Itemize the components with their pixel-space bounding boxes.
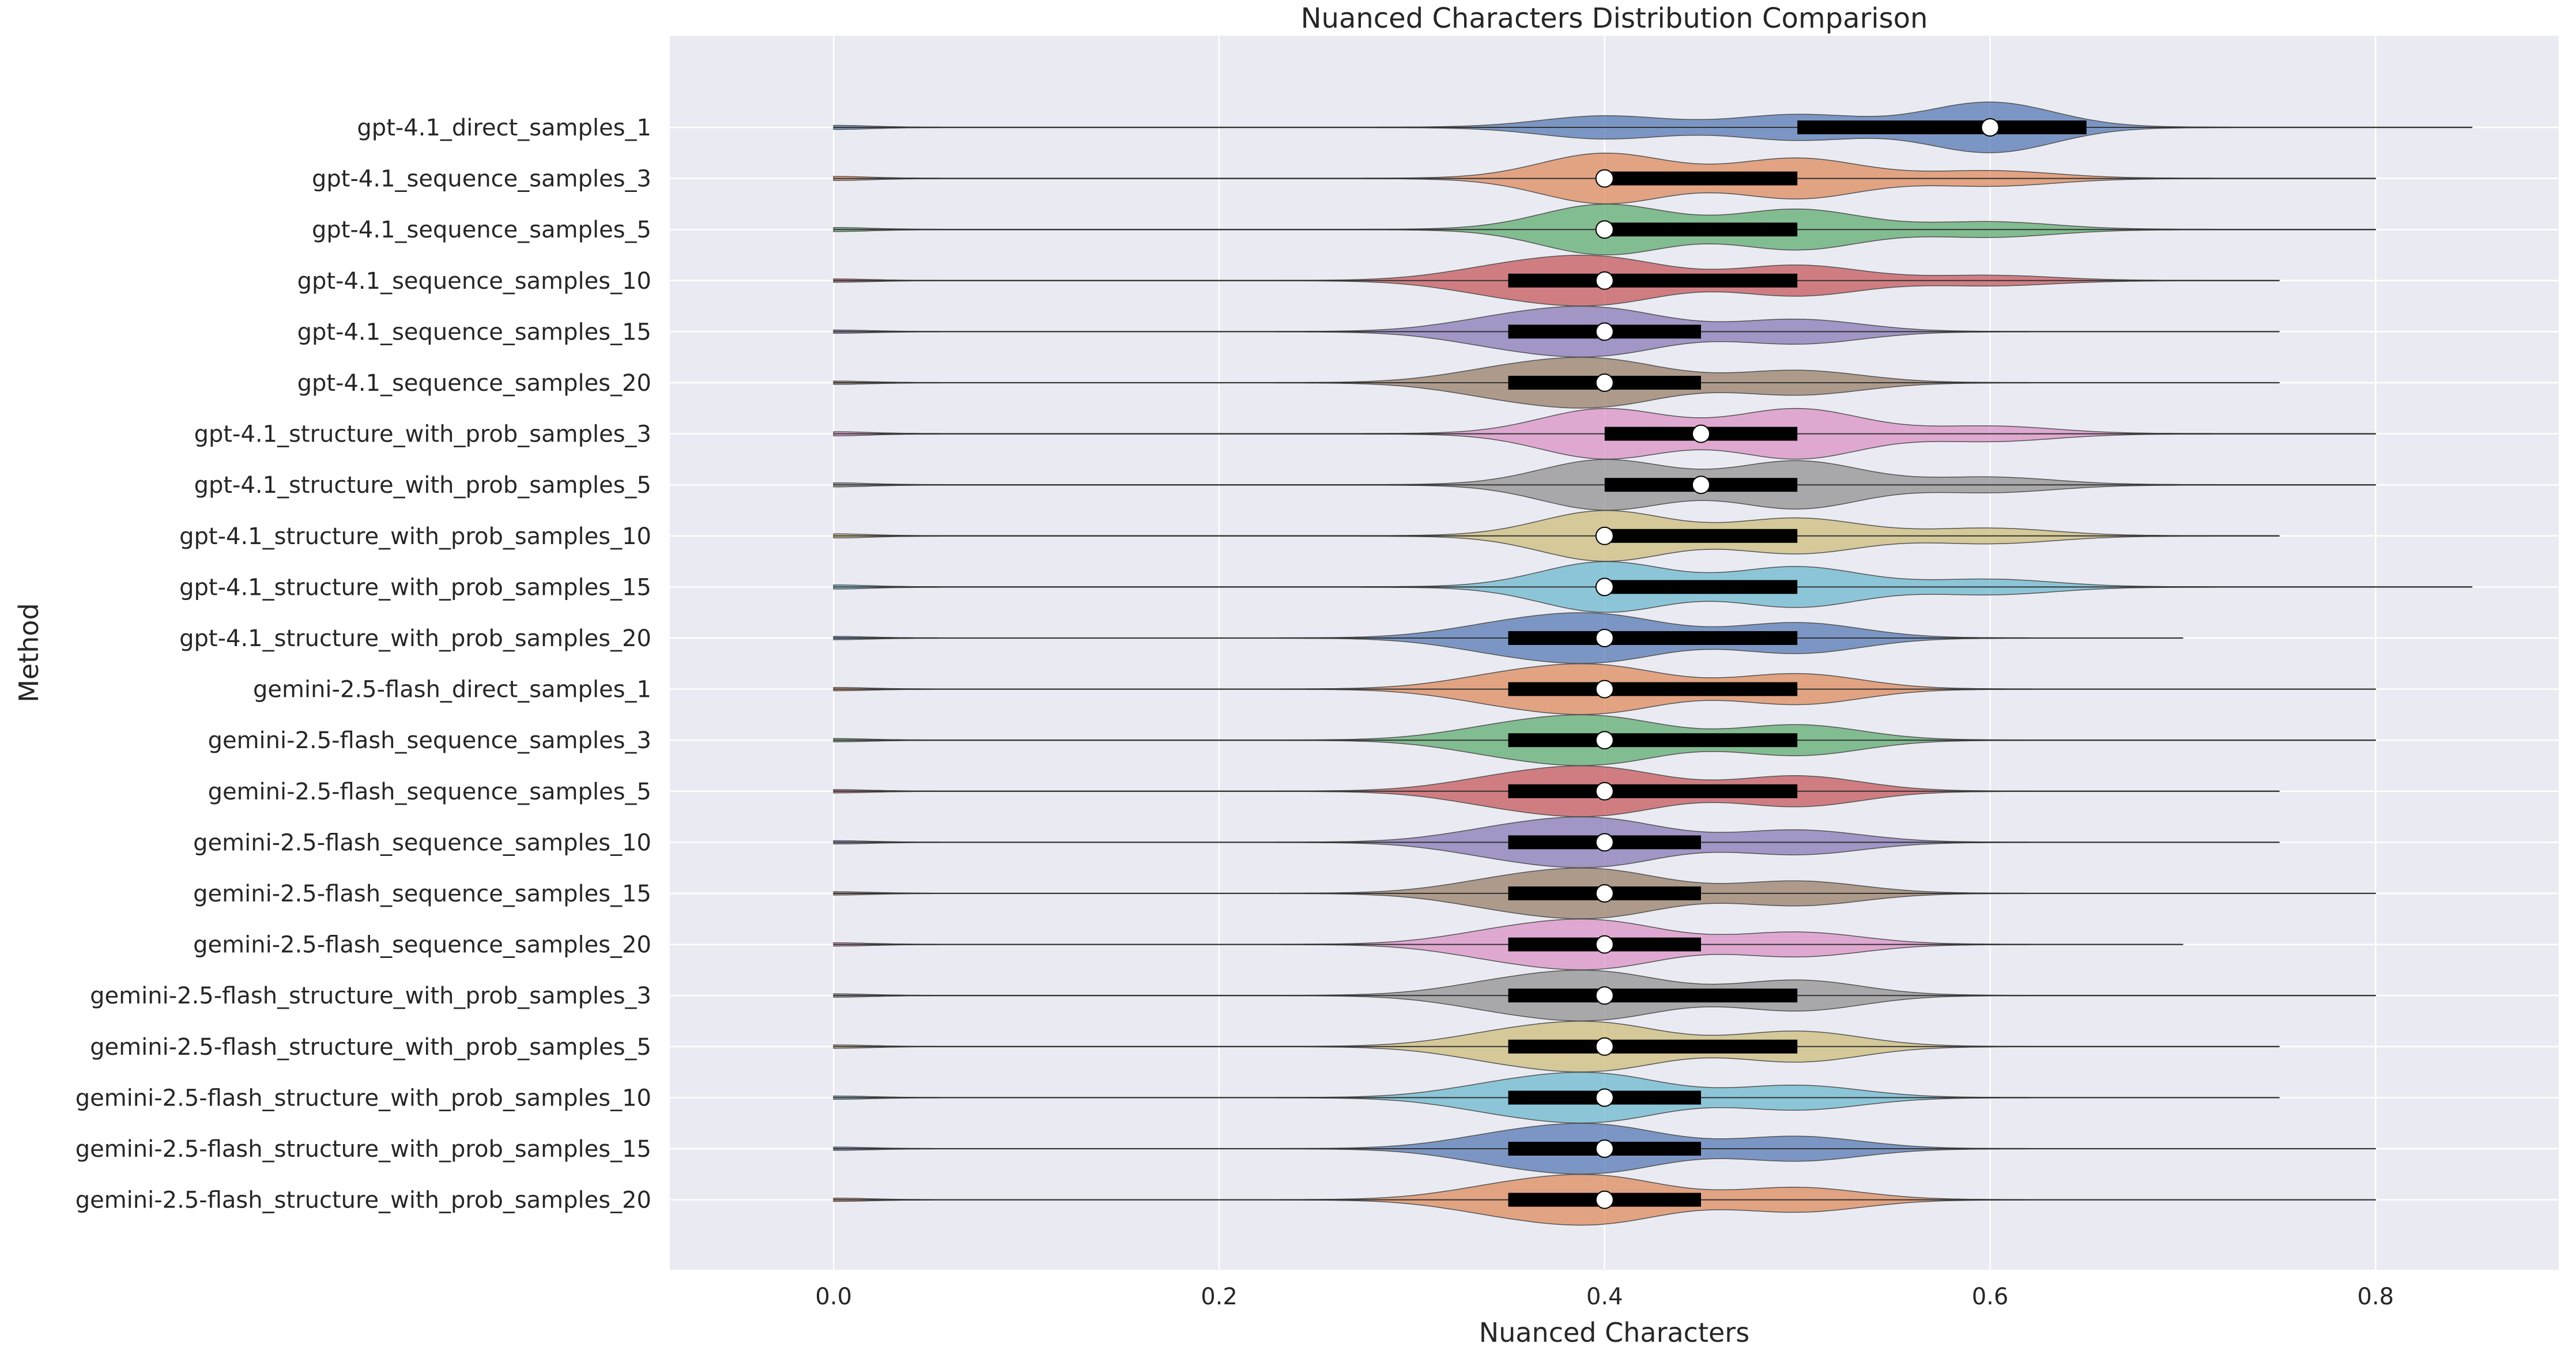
y-tick-label: gpt-4.1_structure_with_prob_samples_10 bbox=[179, 523, 651, 550]
y-tick-label: gpt-4.1_sequence_samples_20 bbox=[297, 370, 651, 397]
median-marker bbox=[1595, 1088, 1614, 1107]
y-tick-label: gemini-2.5-flash_sequence_samples_15 bbox=[193, 881, 651, 907]
x-tick-label: 0.4 bbox=[1586, 1284, 1623, 1310]
median-marker bbox=[1595, 680, 1614, 699]
x-tick-label: 0.0 bbox=[815, 1284, 852, 1310]
median-marker bbox=[1595, 884, 1614, 903]
x-tick-label: 0.6 bbox=[1972, 1284, 2009, 1310]
y-tick-label: gemini-2.5-flash_sequence_samples_20 bbox=[193, 932, 651, 959]
median-marker bbox=[1981, 118, 2000, 137]
y-tick-labels: gpt-4.1_direct_samples_1 gpt-4.1_sequence… bbox=[76, 115, 651, 1214]
y-tick-label: gpt-4.1_structure_with_prob_samples_5 bbox=[194, 472, 651, 499]
median-marker bbox=[1595, 1190, 1614, 1209]
y-tick-label: gpt-4.1_structure_with_prob_samples_15 bbox=[179, 574, 651, 601]
x-tick-label: 0.2 bbox=[1201, 1284, 1238, 1310]
x-tick-label: 0.8 bbox=[2358, 1284, 2394, 1310]
median-marker bbox=[1691, 424, 1710, 443]
x-tick-labels: 0.0 0.2 0.4 0.6 0.8 bbox=[815, 1284, 2394, 1310]
iqr-box bbox=[1508, 631, 1798, 645]
iqr-box bbox=[1604, 580, 1798, 594]
iqr-box bbox=[1508, 682, 1798, 696]
y-tick-label: gpt-4.1_structure_with_prob_samples_3 bbox=[194, 421, 651, 448]
median-marker bbox=[1595, 782, 1614, 801]
y-tick-label: gemini-2.5-flash_structure_with_prob_sam… bbox=[90, 983, 651, 1009]
y-tick-label: gemini-2.5-flash_direct_samples_1 bbox=[253, 677, 651, 703]
median-marker bbox=[1595, 731, 1614, 750]
iqr-box bbox=[1604, 529, 1798, 543]
y-tick-label: gemini-2.5-flash_structure_with_prob_sam… bbox=[90, 1034, 651, 1061]
y-tick-label: gpt-4.1_sequence_samples_15 bbox=[297, 319, 651, 345]
y-tick-label: gpt-4.1_sequence_samples_3 bbox=[312, 166, 651, 193]
iqr-box bbox=[1508, 733, 1798, 748]
y-tick-label: gpt-4.1_direct_samples_1 bbox=[357, 115, 651, 141]
median-marker bbox=[1595, 578, 1614, 597]
iqr-box bbox=[1797, 120, 2087, 134]
violins bbox=[833, 101, 2473, 1226]
iqr-box bbox=[1604, 222, 1798, 237]
median-marker bbox=[1595, 322, 1614, 341]
median-marker bbox=[1595, 935, 1614, 954]
median-marker bbox=[1691, 476, 1710, 495]
median-marker bbox=[1595, 833, 1614, 852]
iqr-box bbox=[1508, 1039, 1798, 1054]
median-marker bbox=[1595, 1139, 1614, 1158]
y-tick-label: gpt-4.1_sequence_samples_5 bbox=[312, 217, 651, 243]
y-tick-label: gemini-2.5-flash_structure_with_prob_sam… bbox=[76, 1187, 651, 1214]
y-tick-label: gemini-2.5-flash_structure_with_prob_sam… bbox=[76, 1085, 651, 1111]
median-marker bbox=[1595, 373, 1614, 392]
y-tick-label: gpt-4.1_structure_with_prob_samples_20 bbox=[179, 625, 651, 652]
y-tick-label: gemini-2.5-flash_structure_with_prob_sam… bbox=[76, 1136, 651, 1163]
x-axis-label: Nuanced Characters bbox=[1479, 1317, 1749, 1348]
median-marker bbox=[1595, 1037, 1614, 1056]
y-tick-label: gemini-2.5-flash_sequence_samples_5 bbox=[208, 779, 651, 805]
y-tick-label: gpt-4.1_sequence_samples_10 bbox=[297, 268, 651, 295]
median-marker bbox=[1595, 526, 1614, 545]
iqr-box bbox=[1508, 784, 1798, 798]
chart-title: Nuanced Characters Distribution Comparis… bbox=[1301, 2, 1928, 35]
iqr-box bbox=[1508, 273, 1798, 288]
median-marker bbox=[1595, 169, 1614, 188]
iqr-box bbox=[1508, 988, 1798, 1003]
median-marker bbox=[1595, 986, 1614, 1005]
iqr-box bbox=[1604, 171, 1798, 186]
median-marker bbox=[1595, 271, 1614, 290]
y-tick-label: gemini-2.5-flash_sequence_samples_10 bbox=[193, 829, 651, 856]
median-marker bbox=[1595, 220, 1614, 239]
median-marker bbox=[1595, 629, 1614, 647]
y-axis-label: Method bbox=[13, 603, 44, 703]
y-tick-label: gemini-2.5-flash_sequence_samples_3 bbox=[208, 727, 651, 754]
